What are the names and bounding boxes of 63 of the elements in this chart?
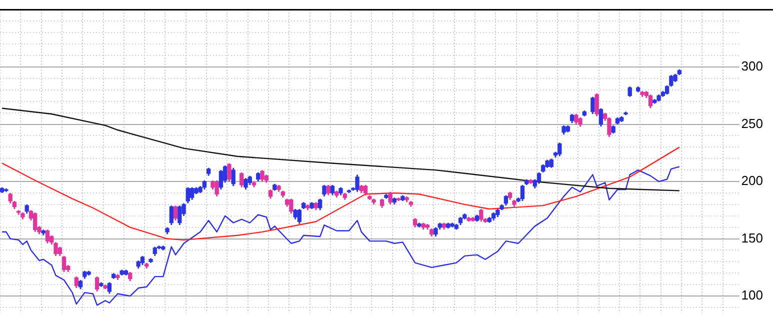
candlestick [178, 204, 182, 226]
y-tick-label: 100 [741, 288, 764, 303]
candlestick [570, 113, 574, 124]
candlestick [330, 184, 335, 196]
candlestick [388, 191, 392, 206]
candlestick [297, 208, 302, 225]
candlestick [536, 172, 542, 185]
candlestick [240, 172, 244, 188]
candlestick [289, 198, 294, 214]
candlestick [227, 162, 232, 182]
candlestick [231, 167, 236, 187]
candlestick [214, 180, 219, 198]
candlestick [355, 174, 360, 193]
candlestick [607, 116, 612, 138]
candlestick [363, 184, 368, 196]
candlestick [45, 228, 50, 244]
candlestick [549, 158, 554, 169]
candlestick [504, 194, 508, 206]
candlestick [260, 169, 264, 182]
candlestick [248, 175, 252, 186]
candlestick [598, 108, 604, 128]
candlestick [128, 271, 132, 282]
candlestick [574, 113, 578, 126]
y-tick-label: 300 [741, 58, 764, 74]
candlestick [256, 172, 260, 182]
candlestick [318, 198, 322, 211]
candlestick [578, 116, 582, 128]
candlestick [169, 204, 174, 226]
candlestick [202, 180, 207, 190]
candlestick [558, 142, 562, 158]
candlestick [173, 204, 178, 222]
candlestick [520, 184, 525, 202]
candlestick [74, 276, 78, 289]
candlestick [413, 217, 418, 228]
candlestick [210, 180, 215, 190]
candlestick [190, 186, 194, 201]
candlestick [628, 86, 632, 98]
candlestick [78, 279, 83, 290]
candlestick [62, 255, 66, 273]
candlestick [218, 169, 224, 190]
candlestick [140, 255, 145, 266]
candlestick [434, 226, 438, 238]
y-tick-label: 250 [741, 116, 764, 131]
candlestick [380, 198, 384, 209]
y-tick-label: 200 [741, 173, 764, 188]
candlestick [322, 184, 326, 198]
candlestick [648, 94, 653, 110]
candlestick [186, 186, 190, 204]
candlestick [107, 282, 112, 294]
candlestick [293, 208, 298, 220]
candlestick [268, 188, 273, 200]
candlestick [590, 96, 595, 115]
candlestick [152, 246, 157, 257]
y-tick-label: 150 [741, 230, 764, 246]
candlestick [94, 276, 100, 292]
candlestick [33, 212, 38, 233]
candlestick [244, 177, 248, 190]
candlestick [24, 204, 29, 214]
candlestick [479, 208, 484, 222]
candlestick [326, 184, 330, 196]
candlestick [594, 92, 599, 118]
candlestick [562, 124, 566, 136]
candlestick [58, 246, 62, 257]
